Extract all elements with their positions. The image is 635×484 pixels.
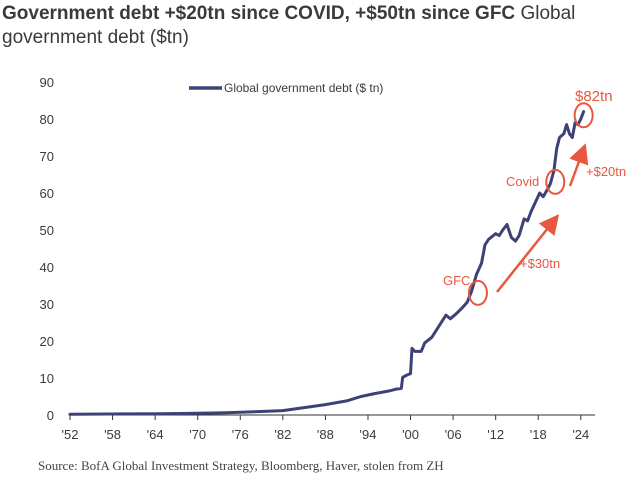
legend-label: Global government debt ($ tn) [224, 81, 383, 95]
y-tick-label: 60 [40, 186, 54, 201]
covid-circle [545, 168, 566, 195]
y-tick-label: 30 [40, 297, 54, 312]
x-tick-label: '06 [445, 427, 462, 442]
increase-gfc-label: +$30tn [520, 256, 560, 271]
x-tick-label: '52 [62, 427, 79, 442]
increase-gfc-arrow [496, 214, 560, 293]
title-subtitle: Global government debt ($tn) [2, 3, 576, 48]
x-axis-ticks: '52 '58 '64 '70 '76 '82 '88 '94 '00 '06 '12 '18 '24 [62, 415, 589, 442]
y-axis-ticks: 0 10 20 30 40 50 60 70 80 90 [40, 75, 54, 423]
y-tick-label: 40 [40, 260, 54, 275]
x-tick-label: '76 [232, 427, 249, 442]
source-note: Source: BofA Global Investment Strategy,… [38, 458, 444, 473]
x-tick-label: '64 [147, 427, 164, 442]
x-tick-label: '00 [402, 427, 419, 442]
y-tick-label: 0 [47, 408, 54, 423]
y-tick-label: 70 [40, 149, 54, 164]
gfc-label: GFC [443, 273, 470, 288]
covid-label: Covid [506, 174, 539, 189]
x-tick-label: '58 [104, 427, 121, 442]
x-tick-label: '82 [274, 427, 291, 442]
series-line-global-government-debt [68, 110, 586, 416]
y-tick-label: 50 [40, 223, 54, 238]
x-tick-label: '88 [317, 427, 334, 442]
final-value-circle [573, 102, 594, 129]
final-value-label: $82tn [575, 88, 613, 105]
legend: Global government debt ($ tn) [189, 81, 383, 95]
x-tick-label: '94 [359, 427, 376, 442]
increase-covid-arrow [568, 143, 589, 187]
chart-title: Government debt +$20tn since COVID, +$50… [2, 2, 627, 50]
y-tick-label: 80 [40, 112, 54, 127]
annotations: GFC Covid $82tn +$30tn +$20tn [443, 88, 626, 306]
x-tick-label: '24 [572, 427, 589, 442]
x-tick-label: '18 [530, 427, 547, 442]
title-bold: Government debt +$20tn since COVID, +$50… [2, 3, 516, 24]
gfc-circle [467, 279, 488, 306]
x-tick-label: '70 [189, 427, 206, 442]
increase-covid-label: +$20tn [586, 164, 626, 179]
y-tick-label: 10 [40, 371, 54, 386]
y-tick-label: 20 [40, 334, 54, 349]
y-tick-label: 90 [40, 75, 54, 90]
x-tick-label: '12 [487, 427, 504, 442]
